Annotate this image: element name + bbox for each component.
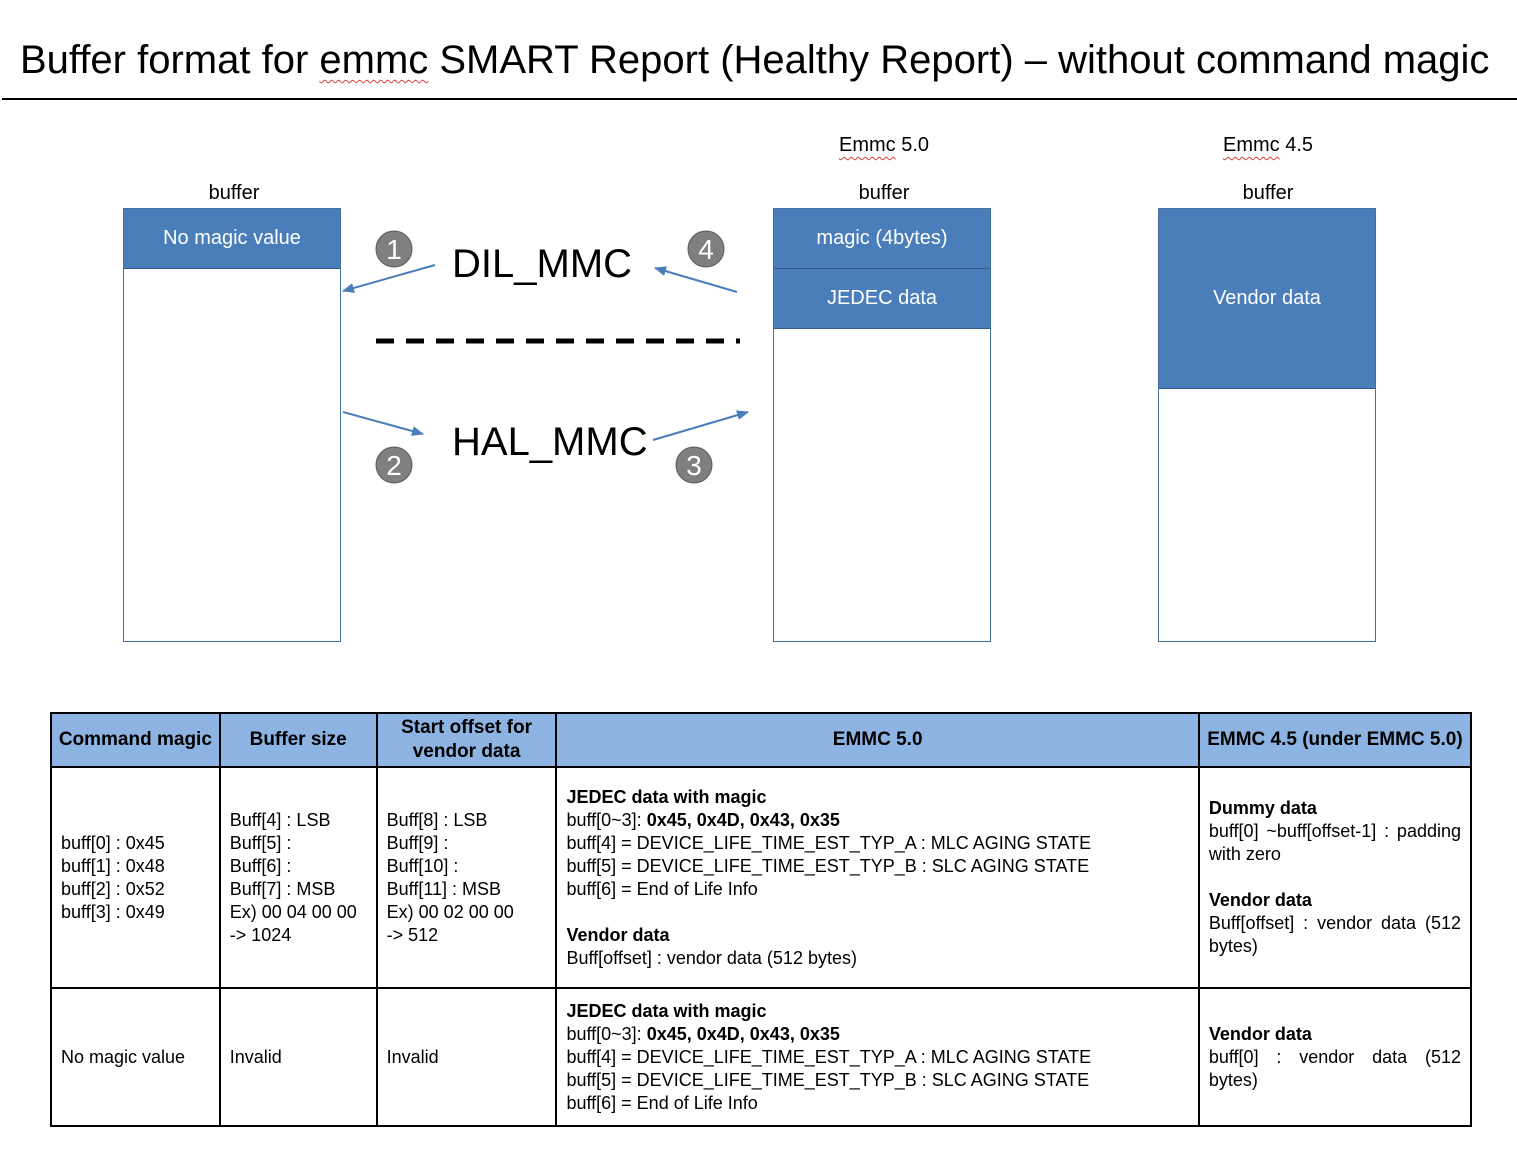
row1-start-offset: Buff[8] : LSB Buff[9] : Buff[10] : Buff[… <box>375 766 558 989</box>
header-command-magic: Command magic <box>50 712 221 768</box>
step-4-badge: 4 <box>687 230 725 268</box>
row1-offset-line: -> 512 <box>386 924 439 945</box>
row2-vendor-line: buff[0] : vendor data (512 bytes) <box>1208 1046 1461 1090</box>
row2-vendor-heading: Vendor data <box>1208 1023 1312 1044</box>
table-row: No magic value Invalid Invalid JEDEC dat… <box>50 987 1473 1127</box>
row1-size-line: Buff[5] : <box>229 832 292 853</box>
row1-dummy-heading: Dummy data <box>1208 798 1317 818</box>
row2-jedec-heading: JEDEC data with magic <box>566 1000 767 1021</box>
row1-magic-values: 0x45, 0x4D, 0x43, 0x35 <box>646 809 840 830</box>
row1-magic-line: buff[3] : 0x49 <box>61 901 165 922</box>
row2-magic-values: 0x45, 0x4D, 0x43, 0x35 <box>646 1023 840 1044</box>
buffer-emmc45: Vendor data <box>1158 208 1376 642</box>
row1-size-line: -> 1024 <box>229 924 292 945</box>
row1-offset-line: Buff[9] : <box>386 832 449 853</box>
spacer <box>1209 866 1461 889</box>
row2-emmc50: JEDEC data with magic buff[0~3]: 0x45, 0… <box>555 987 1200 1127</box>
row1-emmc45-vendor-heading: Vendor data <box>1208 890 1312 910</box>
row1-vendor-heading: Vendor data <box>566 924 670 945</box>
row2-magic-prefix: buff[0~3]: <box>566 1023 647 1044</box>
step-2-number: 2 <box>386 450 402 481</box>
buffer-emmc45-vendor-segment: Vendor data <box>1159 209 1375 389</box>
dil-mmc-label: DIL_MMC <box>452 242 633 286</box>
row1-vendor-line: Buff[offset] : vendor data (512 bytes) <box>566 947 857 968</box>
emmc45-label-word: Emmc <box>1222 134 1280 156</box>
row1-buffer-size: Buff[4] : LSB Buff[5] : Buff[6] : Buff[7… <box>218 766 378 989</box>
row2-command-magic: No magic value <box>50 987 221 1127</box>
row2-buff6-line: buff[6] = End of Life Info <box>566 1092 758 1113</box>
table-header-row: Command magic Buffer size Start offset f… <box>50 712 1473 768</box>
row1-dummy-line: buff[0] ~buff[offset-1] : padding with z… <box>1208 821 1461 864</box>
row1-magic-prefix: buff[0~3]: <box>566 809 647 830</box>
emmc45-label: Emmc 4.5 <box>1158 133 1378 157</box>
arrow-step-1 <box>342 264 436 293</box>
row1-magic-bytes-line: buff[0~3]: 0x45, 0x4D, 0x43, 0x35 <box>566 809 1188 832</box>
row1-emmc45: Dummy data buff[0] ~buff[offset-1] : pad… <box>1197 766 1473 989</box>
buffer-right-label: buffer <box>1242 182 1294 204</box>
buffer-left: No magic value <box>123 208 341 642</box>
header-start-offset: Start offset for vendor data <box>375 712 558 768</box>
buffer-emmc50: magic (4bytes) JEDEC data <box>773 208 991 642</box>
header-emmc50: EMMC 5.0 <box>555 712 1200 768</box>
row2-magic-bytes-line: buff[0~3]: 0x45, 0x4D, 0x43, 0x35 <box>566 1023 1188 1046</box>
step-3-badge: 3 <box>675 446 713 484</box>
row1-jedec-heading: JEDEC data with magic <box>566 786 767 807</box>
buffer-mid-label: buffer <box>858 182 910 204</box>
header-buffer-size: Buffer size <box>218 712 378 768</box>
table-row: buff[0] : 0x45 buff[1] : 0x48 buff[2] : … <box>50 766 1473 989</box>
buffer-emmc50-jedec-segment: JEDEC data <box>774 269 990 329</box>
row2-buff4-line: buff[4] = DEVICE_LIFE_TIME_EST_TYP_A : M… <box>566 1046 1092 1067</box>
row1-offset-line: Ex) 00 02 00 00 <box>386 901 514 922</box>
row1-emmc45-vendor-line: Buff[offset] : vendor data (512 bytes) <box>1208 913 1461 956</box>
arrow-step-4 <box>654 266 738 293</box>
header-emmc45: EMMC 4.5 (under EMMC 5.0) <box>1197 712 1473 768</box>
row1-offset-line: Buff[8] : LSB <box>386 809 488 830</box>
step-3-number: 3 <box>686 450 702 481</box>
buffer-emmc50-magic-segment: magic (4bytes) <box>774 209 990 269</box>
emmc50-label-version: 5.0 <box>895 134 930 156</box>
row1-buff6-line: buff[6] = End of Life Info <box>566 878 758 899</box>
emmc45-label-version: 4.5 <box>1279 134 1314 156</box>
buffer-left-no-magic-segment: No magic value <box>124 209 340 269</box>
step-4-number: 4 <box>698 234 714 265</box>
flow-diagram: 1 2 3 4 <box>342 230 749 484</box>
row1-offset-line: Buff[11] : MSB <box>386 878 502 899</box>
row1-size-line: Ex) 00 04 00 00 <box>229 901 357 922</box>
title-divider <box>2 98 1517 100</box>
buffer-format-table: Command magic Buffer size Start offset f… <box>50 712 1473 1127</box>
row2-emmc45: Vendor data buff[0] : vendor data (512 b… <box>1197 987 1473 1127</box>
arrow-step-3 <box>652 410 749 441</box>
row1-buff5-line: buff[5] = DEVICE_LIFE_TIME_EST_TYP_B : S… <box>566 855 1090 876</box>
row1-offset-line: Buff[10] : <box>386 855 459 876</box>
step-1-badge: 1 <box>375 230 413 268</box>
row1-magic-line: buff[0] : 0x45 <box>61 832 165 853</box>
row1-magic-line: buff[2] : 0x52 <box>61 878 165 899</box>
buffer-left-label: buffer <box>208 182 260 204</box>
row2-start-offset: Invalid <box>375 987 558 1127</box>
row1-command-magic: buff[0] : 0x45 buff[1] : 0x48 buff[2] : … <box>50 766 221 989</box>
step-2-badge: 2 <box>375 446 413 484</box>
row2-buff5-line: buff[5] = DEVICE_LIFE_TIME_EST_TYP_B : S… <box>566 1069 1090 1090</box>
title-prefix: Buffer format for <box>20 38 320 82</box>
row1-size-line: Buff[7] : MSB <box>229 878 336 899</box>
row2-buffer-size: Invalid <box>218 987 378 1127</box>
title-emmc-word: emmc <box>319 38 429 82</box>
row1-size-line: Buff[4] : LSB <box>229 809 331 830</box>
spacer <box>566 901 1188 924</box>
emmc50-label-word: Emmc <box>838 134 896 156</box>
row1-emmc50: JEDEC data with magic buff[0~3]: 0x45, 0… <box>555 766 1200 989</box>
arrow-step-2 <box>342 411 424 436</box>
row1-buff4-line: buff[4] = DEVICE_LIFE_TIME_EST_TYP_A : M… <box>566 832 1092 853</box>
title-suffix: SMART Report (Healthy Report) – without … <box>428 38 1490 82</box>
row1-magic-line: buff[1] : 0x48 <box>61 855 165 876</box>
step-1-number: 1 <box>386 234 402 265</box>
emmc50-label: Emmc 5.0 <box>774 133 994 157</box>
hal-mmc-label: HAL_MMC <box>452 420 648 464</box>
row1-size-line: Buff[6] : <box>229 855 292 876</box>
page-title: Buffer format for emmc SMART Report (Hea… <box>20 34 1510 86</box>
